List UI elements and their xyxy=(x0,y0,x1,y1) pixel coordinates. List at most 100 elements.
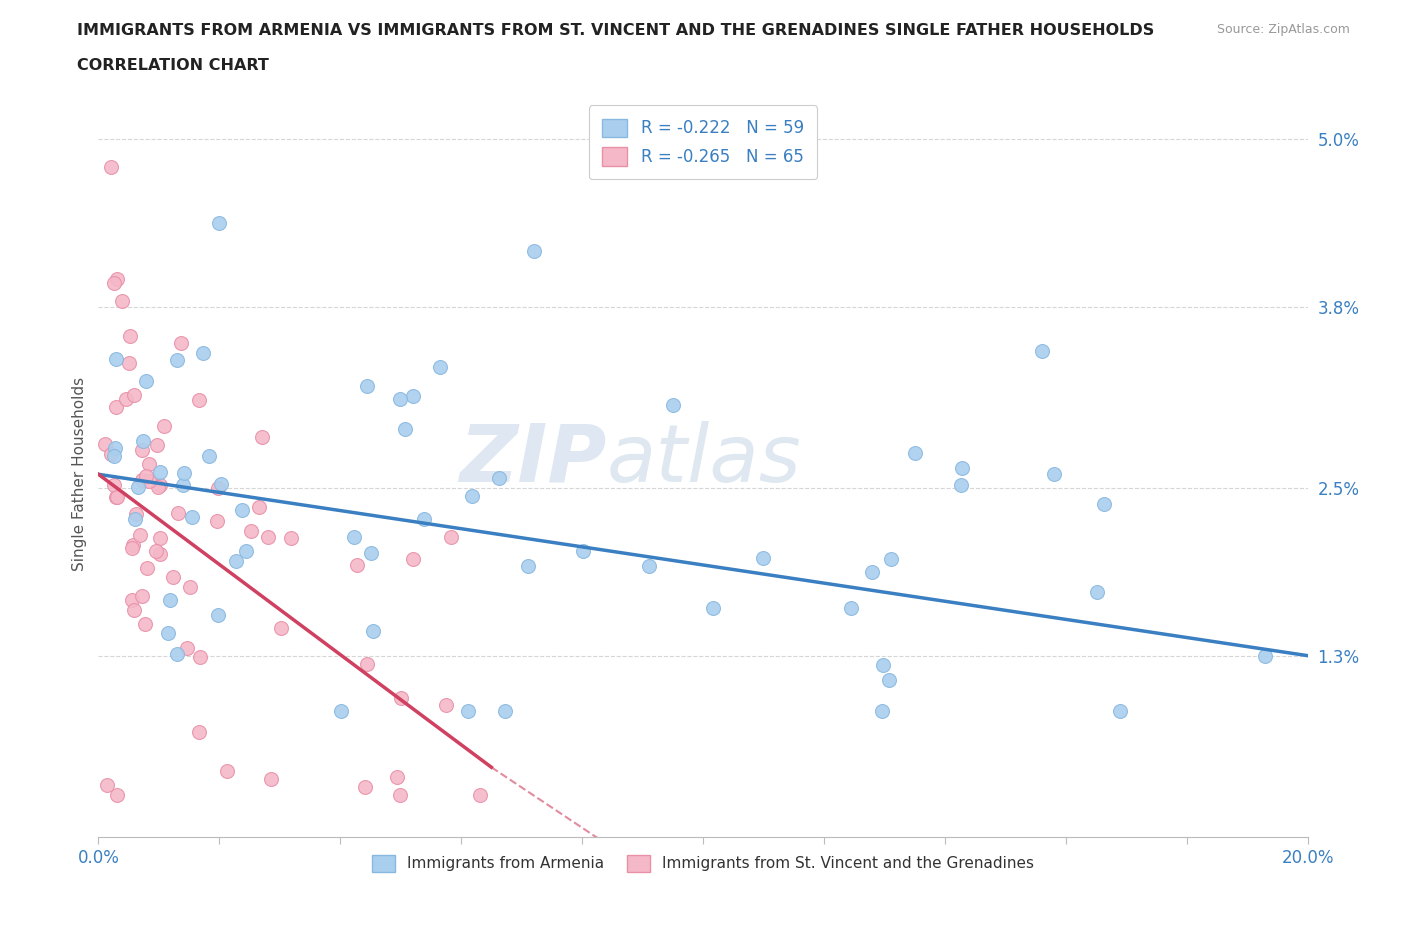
Point xyxy=(207,513,229,528)
Legend: Immigrants from Armenia, Immigrants from St. Vincent and the Grenadines: Immigrants from Armenia, Immigrants from… xyxy=(360,843,1046,884)
Point xyxy=(250,430,273,445)
Text: IMMIGRANTS FROM ARMENIA VS IMMIGRANTS FROM ST. VINCENT AND THE GRENADINES SINGLE: IMMIGRANTS FROM ARMENIA VS IMMIGRANTS FR… xyxy=(77,23,1154,38)
Point xyxy=(138,457,160,472)
Text: CORRELATION CHART: CORRELATION CHART xyxy=(77,58,269,73)
Point xyxy=(389,690,412,705)
Point xyxy=(105,399,128,414)
Point xyxy=(188,650,211,665)
Point xyxy=(356,657,378,671)
Point xyxy=(105,272,128,286)
Text: Source: ZipAtlas.com: Source: ZipAtlas.com xyxy=(1216,23,1350,36)
Point xyxy=(122,388,145,403)
Point xyxy=(412,512,434,526)
Point xyxy=(401,551,423,566)
Point xyxy=(702,600,724,615)
Point xyxy=(356,379,378,393)
Point xyxy=(208,216,231,231)
Point xyxy=(461,489,484,504)
Point xyxy=(153,418,176,433)
Point xyxy=(173,465,195,480)
Point xyxy=(839,600,862,615)
Point xyxy=(162,570,184,585)
Point xyxy=(1108,704,1130,719)
Point xyxy=(191,346,214,361)
Point xyxy=(860,565,883,579)
Point xyxy=(105,489,128,504)
Point xyxy=(132,433,155,448)
Point xyxy=(468,788,491,803)
Point xyxy=(103,448,125,463)
Point xyxy=(111,293,134,308)
Point xyxy=(134,617,156,631)
Point xyxy=(104,440,127,455)
Point xyxy=(149,465,172,480)
Point xyxy=(176,641,198,656)
Point xyxy=(877,673,900,688)
Point xyxy=(260,772,283,787)
Point xyxy=(131,589,153,604)
Point xyxy=(135,469,157,484)
Point xyxy=(394,421,416,436)
Point xyxy=(118,355,141,370)
Point xyxy=(131,472,153,487)
Point xyxy=(215,764,238,778)
Point xyxy=(257,529,280,544)
Point xyxy=(389,788,412,803)
Point xyxy=(135,373,157,388)
Point xyxy=(187,724,209,739)
Point xyxy=(159,592,181,607)
Point xyxy=(103,477,125,492)
Point xyxy=(1254,648,1277,663)
Point xyxy=(127,479,149,494)
Point xyxy=(523,244,546,259)
Point xyxy=(494,704,516,719)
Point xyxy=(124,512,146,526)
Point xyxy=(343,529,366,544)
Point xyxy=(572,543,595,558)
Point xyxy=(354,779,377,794)
Point xyxy=(172,478,194,493)
Point xyxy=(429,360,451,375)
Point xyxy=(389,392,412,406)
Point xyxy=(96,777,118,792)
Point xyxy=(387,769,409,784)
Point xyxy=(166,352,188,367)
Point xyxy=(120,329,142,344)
Point xyxy=(149,531,172,546)
Point xyxy=(209,477,232,492)
Point xyxy=(207,480,229,495)
Point xyxy=(148,547,170,562)
Point xyxy=(124,507,146,522)
Point xyxy=(121,592,143,607)
Point xyxy=(100,446,122,461)
Point xyxy=(179,580,201,595)
Point xyxy=(360,545,382,560)
Point xyxy=(149,477,172,492)
Point xyxy=(363,623,385,638)
Point xyxy=(145,543,167,558)
Point xyxy=(870,704,893,719)
Point xyxy=(661,397,683,412)
Point xyxy=(121,541,143,556)
Text: ZIP: ZIP xyxy=(458,420,606,498)
Point xyxy=(346,557,368,572)
Point xyxy=(100,160,122,175)
Point xyxy=(270,620,292,635)
Point xyxy=(752,551,775,565)
Point xyxy=(1092,497,1115,512)
Point xyxy=(104,352,127,366)
Point xyxy=(138,473,160,488)
Point xyxy=(170,336,193,351)
Point xyxy=(904,446,927,461)
Point xyxy=(146,479,169,494)
Point xyxy=(157,626,180,641)
Point xyxy=(104,489,127,504)
Point xyxy=(180,509,202,524)
Text: atlas: atlas xyxy=(606,420,801,498)
Point xyxy=(517,558,540,573)
Point xyxy=(225,553,247,568)
Point xyxy=(103,275,125,290)
Point xyxy=(167,506,190,521)
Point xyxy=(1085,584,1108,599)
Point xyxy=(872,658,894,672)
